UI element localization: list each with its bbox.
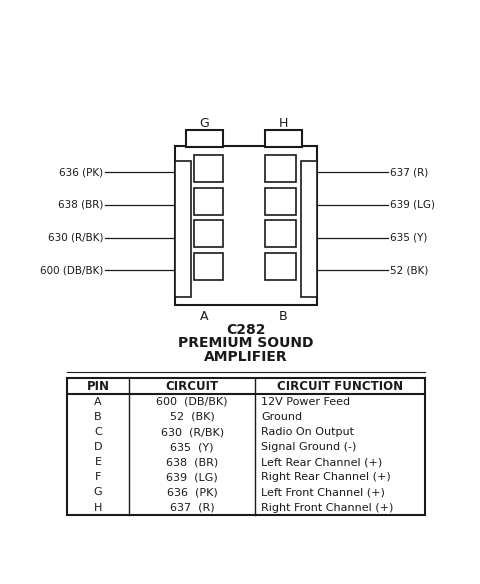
Text: Right Rear Channel (+): Right Rear Channel (+): [262, 472, 391, 482]
Text: C282: C282: [226, 324, 266, 338]
Text: 600  (DB/BK): 600 (DB/BK): [156, 397, 228, 407]
Text: C: C: [94, 427, 102, 437]
Text: 637 (R): 637 (R): [390, 168, 428, 178]
Text: CIRCUIT: CIRCUIT: [166, 380, 219, 392]
Text: 52  (BK): 52 (BK): [170, 412, 215, 422]
Text: 637  (R): 637 (R): [170, 503, 215, 513]
Text: Radio On Output: Radio On Output: [262, 427, 354, 437]
Text: 630 (R/BK): 630 (R/BK): [48, 233, 104, 243]
Text: 635  (Y): 635 (Y): [170, 442, 214, 452]
Text: D: D: [94, 442, 102, 452]
Text: B: B: [279, 310, 287, 323]
Bar: [265, 130, 302, 147]
Text: 12V Power Feed: 12V Power Feed: [262, 397, 350, 407]
Text: 636 (PK): 636 (PK): [60, 168, 104, 178]
Text: 52 (BK): 52 (BK): [390, 265, 428, 275]
Bar: [265, 253, 296, 280]
Bar: [175, 161, 191, 297]
Text: AMPLIFIER: AMPLIFIER: [204, 349, 288, 363]
Text: H: H: [94, 503, 102, 513]
Text: H: H: [279, 117, 288, 130]
Bar: [265, 220, 296, 247]
Bar: [175, 145, 317, 305]
Text: G: G: [200, 117, 209, 130]
Bar: [186, 130, 223, 147]
Text: Right Front Channel (+): Right Front Channel (+): [262, 503, 394, 513]
Bar: [193, 220, 223, 247]
Text: CIRCUIT FUNCTION: CIRCUIT FUNCTION: [277, 380, 403, 392]
Bar: [193, 155, 223, 182]
Text: 639 (LG): 639 (LG): [390, 200, 435, 210]
Text: G: G: [94, 488, 102, 498]
Bar: [67, 378, 425, 515]
Text: 600 (DB/BK): 600 (DB/BK): [40, 265, 104, 275]
Bar: [193, 188, 223, 215]
Text: B: B: [95, 412, 102, 422]
Bar: [301, 161, 317, 297]
Text: A: A: [200, 310, 209, 323]
Text: E: E: [95, 457, 102, 467]
Text: 636  (PK): 636 (PK): [167, 488, 217, 498]
Text: Left Front Channel (+): Left Front Channel (+): [262, 488, 385, 498]
Text: A: A: [95, 397, 102, 407]
Text: F: F: [95, 472, 101, 482]
Text: PREMIUM SOUND: PREMIUM SOUND: [178, 336, 314, 350]
Text: PIN: PIN: [87, 380, 109, 392]
Text: 639  (LG): 639 (LG): [166, 472, 218, 482]
Text: 638 (BR): 638 (BR): [58, 200, 104, 210]
Text: Signal Ground (-): Signal Ground (-): [262, 442, 357, 452]
Text: Left Rear Channel (+): Left Rear Channel (+): [262, 457, 383, 467]
Bar: [193, 253, 223, 280]
Text: 635 (Y): 635 (Y): [390, 233, 427, 243]
Bar: [265, 188, 296, 215]
Text: 638  (BR): 638 (BR): [166, 457, 218, 467]
Bar: [265, 155, 296, 182]
Text: Ground: Ground: [262, 412, 302, 422]
Text: 630  (R/BK): 630 (R/BK): [160, 427, 224, 437]
